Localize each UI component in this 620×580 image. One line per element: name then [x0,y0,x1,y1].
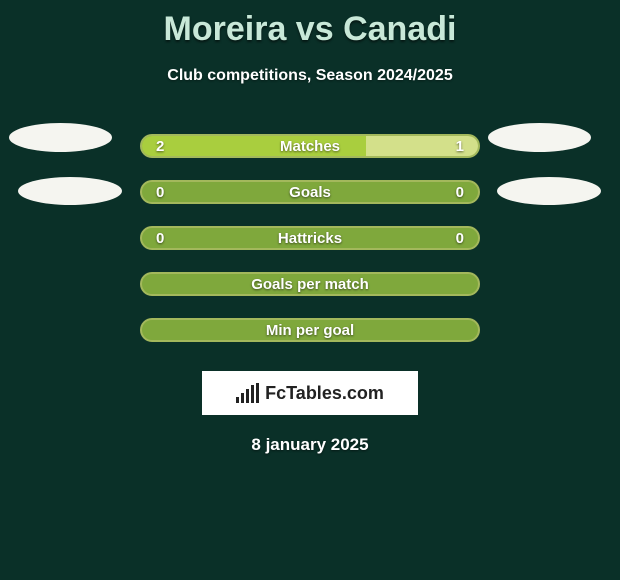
stat-value-left: 0 [142,182,178,202]
stat-label: Goals [142,182,478,202]
stat-value-right: 0 [442,228,478,248]
stat-label: Hattricks [142,228,478,248]
logo-text: FcTables.com [265,383,384,404]
stat-bar-right-fill [366,136,478,156]
stats-container: 21Matches00Goals00HattricksGoals per mat… [0,123,620,353]
bar-chart-icon [236,383,259,403]
stat-row: 0 0Hattricks [0,215,620,261]
stat-label: Min per goal [142,320,478,340]
stat-label: Goals per match [142,274,478,294]
stat-row: Min per goal [0,307,620,353]
subtitle: Club competitions, Season 2024/2025 [0,67,620,85]
stat-bar-left-fill [142,136,366,156]
stat-bar: Goals per match [140,272,480,296]
date-text: 8 january 2025 [0,435,620,455]
stat-bar: 0 0Goals [140,180,480,204]
fctables-logo: FcTables.com [202,371,418,415]
player-ellipse-right1 [488,123,591,152]
player-ellipse-left1 [9,123,112,152]
stat-bar: 21Matches [140,134,480,158]
stat-bar: 0 0Hattricks [140,226,480,250]
player-ellipse-left2 [18,177,122,205]
player-ellipse-right2 [497,177,601,205]
stat-value-left: 0 [142,228,178,248]
stat-value-right: 0 [442,182,478,202]
stat-bar: Min per goal [140,318,480,342]
stat-row: Goals per match [0,261,620,307]
page-title: Moreira vs Canadi [0,0,620,49]
